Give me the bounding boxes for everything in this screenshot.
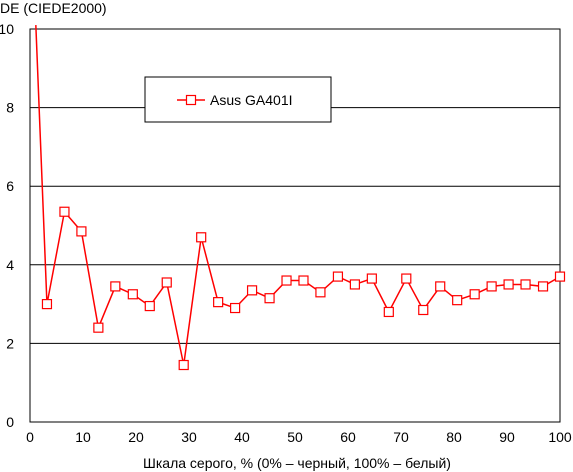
data-point <box>401 273 412 284</box>
data-point <box>76 226 87 237</box>
data-point <box>349 279 360 290</box>
y-axis-label: DE (CIEDE2000) <box>0 0 107 16</box>
y-tick-label: 0 <box>6 414 14 430</box>
x-tick-label: 0 <box>26 429 34 445</box>
legend-entry-label: Asus GA401I <box>210 92 293 108</box>
data-point <box>366 273 377 284</box>
data-point <box>315 287 326 298</box>
data-point <box>298 275 309 286</box>
x-axis-tick-labels: 0 10 20 30 40 50 60 70 80 90 100 <box>26 429 572 445</box>
x-tick-label: 40 <box>234 429 250 445</box>
data-point <box>281 275 292 286</box>
y-axis-tick-labels: 0 2 4 6 8 10 <box>0 21 14 430</box>
data-point <box>469 289 480 300</box>
data-point <box>213 297 224 308</box>
y-tick-label: 8 <box>6 100 14 116</box>
data-point <box>144 300 155 312</box>
data-point <box>332 271 344 282</box>
x-tick-label: 50 <box>287 429 303 445</box>
data-point <box>264 293 275 304</box>
y-tick-label: 6 <box>6 178 14 194</box>
series-layer <box>35 25 566 371</box>
data-point <box>435 281 446 292</box>
data-point <box>161 277 172 288</box>
y-tick-label: 4 <box>6 257 14 273</box>
x-tick-label: 20 <box>128 429 144 445</box>
data-point <box>127 289 138 300</box>
x-tick-label: 80 <box>446 429 462 445</box>
data-point <box>246 285 258 296</box>
data-point <box>59 206 70 217</box>
data-point <box>178 359 189 371</box>
data-point <box>554 271 566 282</box>
data-point <box>93 322 104 333</box>
data-point <box>383 306 394 318</box>
data-point <box>520 279 531 290</box>
data-point <box>418 304 429 316</box>
data-point <box>110 281 121 292</box>
x-tick-label: 10 <box>75 429 91 445</box>
series-line <box>35 25 561 366</box>
x-tick-label: 30 <box>181 429 197 445</box>
legend: Asus GA401I <box>144 76 332 123</box>
x-tick-label: 90 <box>499 429 515 445</box>
data-point <box>196 232 207 243</box>
x-tick-label: 100 <box>548 429 572 445</box>
data-point <box>41 299 53 310</box>
x-tick-label: 70 <box>393 429 409 445</box>
data-point <box>230 302 241 314</box>
y-tick-label: 2 <box>6 335 14 351</box>
legend-box <box>144 76 332 123</box>
y-tick-label: 10 <box>0 21 14 37</box>
plot-area-frame <box>29 28 561 423</box>
data-point <box>537 281 549 292</box>
data-point <box>503 279 514 290</box>
data-point <box>486 281 497 292</box>
legend-marker-swatch <box>185 94 197 106</box>
x-axis-label: Шкала серого, % (0% – черный, 100% – бел… <box>143 455 451 471</box>
x-tick-label: 60 <box>340 429 356 445</box>
data-point <box>452 295 463 306</box>
